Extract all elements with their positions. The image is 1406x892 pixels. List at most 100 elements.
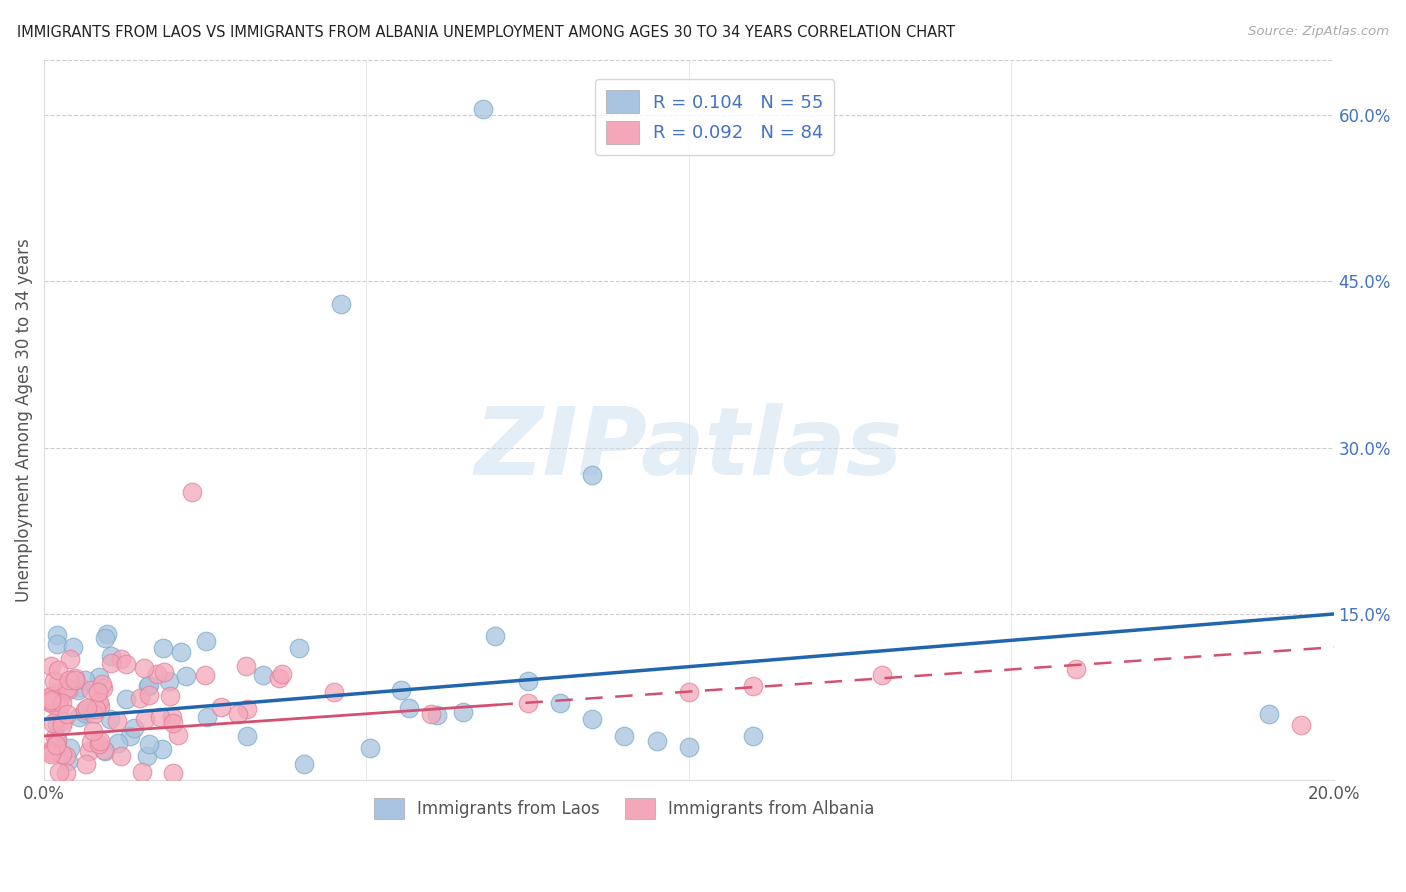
Point: [63, 673, 86, 688]
Point: [87, 685, 110, 699]
Point: [145, 667, 167, 681]
Point: [69, 681, 91, 695]
Legend: Immigrants from Laos, Immigrants from Albania: Immigrants from Laos, Immigrants from Al…: [367, 791, 882, 826]
Point: [138, 737, 160, 751]
Point: [150, 742, 173, 756]
Point: [56, 707, 79, 722]
Point: [678, 739, 700, 754]
Point: [46, 637, 69, 651]
Point: [162, 715, 184, 730]
Point: [67, 709, 90, 723]
Point: [451, 705, 474, 719]
Point: [645, 734, 668, 748]
Point: [872, 668, 894, 682]
Point: [294, 756, 316, 771]
Point: [39, 659, 62, 673]
Point: [105, 714, 128, 729]
Point: [153, 665, 176, 680]
Point: [45, 738, 67, 752]
Point: [1258, 706, 1281, 721]
Point: [329, 296, 352, 310]
Point: [73, 703, 96, 717]
Point: [39, 743, 62, 757]
Point: [484, 629, 506, 643]
Point: [39, 696, 62, 710]
Point: [98, 712, 121, 726]
Point: [581, 712, 603, 726]
Point: [471, 103, 494, 117]
Point: [678, 684, 700, 698]
Point: [91, 681, 114, 695]
Point: [48, 675, 70, 690]
Point: [516, 696, 538, 710]
Point: [115, 691, 138, 706]
Point: [76, 701, 98, 715]
Point: [129, 690, 152, 705]
Point: [48, 709, 70, 723]
Point: [87, 737, 110, 751]
Point: [323, 684, 346, 698]
Point: [56, 681, 79, 695]
Point: [398, 701, 420, 715]
Point: [136, 679, 159, 693]
Point: [1291, 718, 1313, 732]
Point: [82, 723, 104, 738]
Point: [51, 747, 73, 761]
Point: [581, 468, 603, 483]
Point: [55, 765, 77, 780]
Point: [46, 628, 69, 642]
Point: [152, 641, 174, 656]
Point: [55, 748, 77, 763]
Point: [138, 688, 160, 702]
Point: [269, 671, 291, 685]
Point: [51, 717, 73, 731]
Point: [426, 708, 449, 723]
Point: [89, 670, 111, 684]
Point: [52, 714, 75, 728]
Point: [46, 663, 69, 677]
Point: [100, 657, 122, 671]
Point: [59, 652, 82, 666]
Point: [59, 741, 82, 756]
Point: [167, 728, 190, 742]
Point: [134, 661, 156, 675]
Point: [39, 690, 62, 704]
Point: [107, 735, 129, 749]
Point: [39, 693, 62, 707]
Point: [42, 674, 65, 689]
Point: [51, 696, 73, 710]
Point: [44, 730, 66, 744]
Point: [236, 729, 259, 743]
Point: [56, 754, 79, 768]
Point: [87, 695, 110, 709]
Point: [134, 713, 156, 727]
Point: [135, 748, 157, 763]
Point: [742, 729, 765, 743]
Point: [48, 764, 70, 779]
Point: [39, 747, 62, 762]
Point: [75, 756, 97, 771]
Text: IMMIGRANTS FROM LAOS VS IMMIGRANTS FROM ALBANIA UNEMPLOYMENT AMONG AGES 30 TO 34: IMMIGRANTS FROM LAOS VS IMMIGRANTS FROM …: [17, 25, 955, 40]
Point: [48, 690, 70, 705]
Point: [93, 743, 115, 757]
Y-axis label: Unemployment Among Ages 30 to 34 years: Unemployment Among Ages 30 to 34 years: [15, 238, 32, 602]
Point: [110, 652, 132, 666]
Text: ZIPatlas: ZIPatlas: [475, 403, 903, 495]
Point: [209, 700, 232, 714]
Point: [235, 702, 257, 716]
Point: [46, 686, 69, 700]
Point: [58, 683, 80, 698]
Point: [548, 696, 571, 710]
Point: [118, 729, 141, 743]
Point: [131, 764, 153, 779]
Point: [100, 649, 122, 664]
Point: [170, 645, 193, 659]
Point: [39, 745, 62, 759]
Point: [195, 633, 218, 648]
Point: [93, 744, 115, 758]
Point: [157, 673, 180, 688]
Point: [58, 673, 80, 687]
Point: [75, 673, 97, 688]
Point: [194, 668, 217, 682]
Point: [270, 666, 292, 681]
